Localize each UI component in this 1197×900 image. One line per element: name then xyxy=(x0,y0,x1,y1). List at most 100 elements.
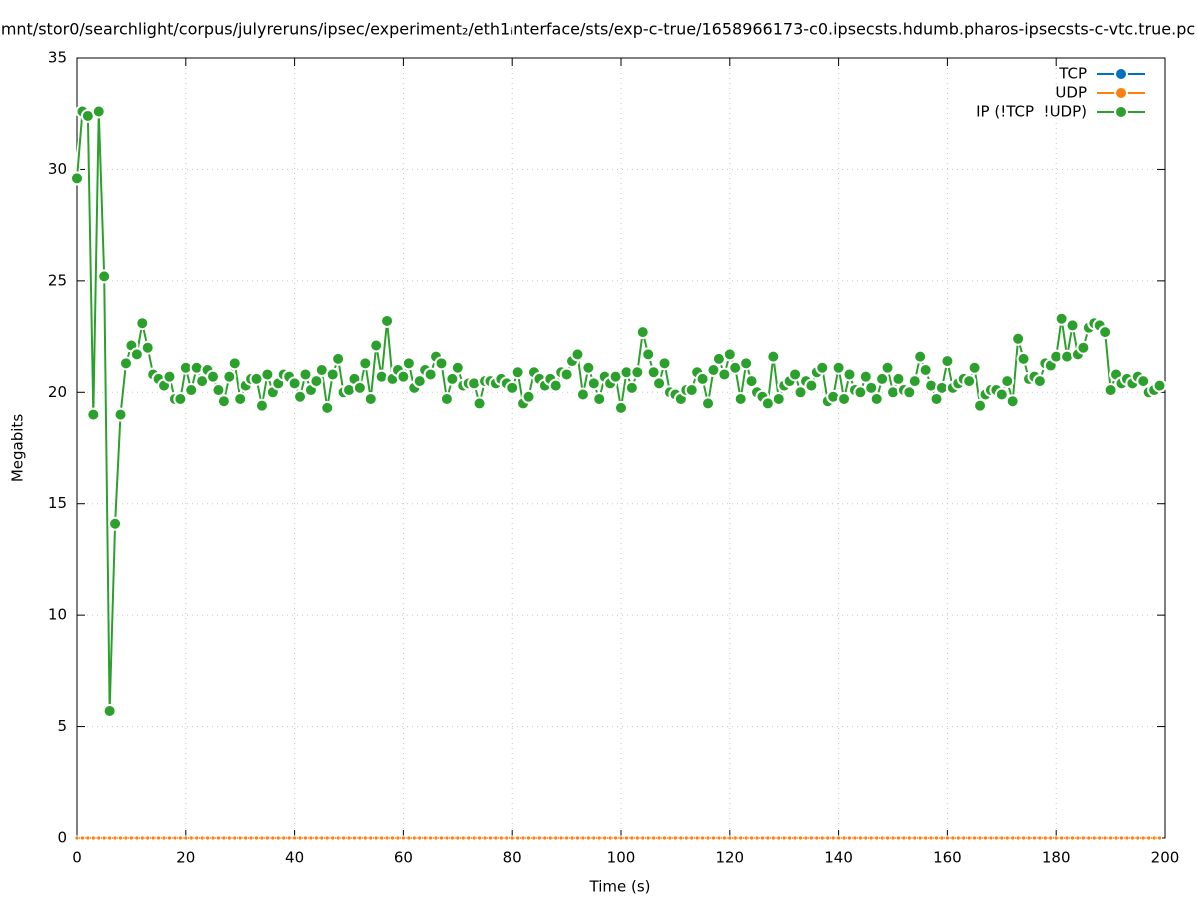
data-point xyxy=(1151,835,1157,841)
data-point xyxy=(1070,835,1075,841)
data-point xyxy=(237,835,243,841)
data-point xyxy=(1032,374,1047,389)
data-point xyxy=(1054,311,1069,326)
data-point xyxy=(1113,835,1119,841)
data-point xyxy=(260,367,275,382)
data-point xyxy=(955,835,961,841)
data-point xyxy=(836,835,841,841)
data-point xyxy=(592,391,607,406)
x-tick-label: 20 xyxy=(176,849,195,867)
data-point xyxy=(906,835,912,841)
data-point xyxy=(509,835,515,841)
data-point xyxy=(368,835,374,841)
data-point xyxy=(145,835,151,841)
y-tick-label: 35 xyxy=(48,49,67,67)
data-point xyxy=(994,387,1009,402)
data-point xyxy=(575,387,590,402)
data-point xyxy=(754,835,760,841)
y-tick-label: 25 xyxy=(48,271,67,289)
data-point xyxy=(526,835,531,841)
data-point xyxy=(591,835,597,841)
y-tick-label: 0 xyxy=(57,829,67,847)
data-point xyxy=(298,367,313,382)
data-point xyxy=(857,835,863,841)
data-point xyxy=(765,835,771,841)
data-point xyxy=(232,835,238,841)
data-point xyxy=(934,835,939,841)
data-point xyxy=(531,835,537,841)
data-point xyxy=(1091,835,1097,841)
data-point xyxy=(439,835,444,841)
data-point xyxy=(694,835,700,841)
data-point xyxy=(684,383,699,398)
data-point xyxy=(123,835,129,841)
data-point xyxy=(869,391,884,406)
data-point xyxy=(776,835,782,841)
data-point xyxy=(439,391,454,406)
data-point xyxy=(412,374,427,389)
data-point xyxy=(411,835,417,841)
data-point xyxy=(477,835,482,841)
data-point xyxy=(352,380,367,395)
data-point xyxy=(640,835,646,841)
data-point xyxy=(831,360,846,375)
data-point xyxy=(1000,374,1015,389)
data-point xyxy=(1059,835,1065,841)
data-point xyxy=(1081,835,1086,841)
y-tick-label: 5 xyxy=(57,717,67,735)
data-point xyxy=(792,835,798,841)
data-point xyxy=(907,374,922,389)
data-point xyxy=(320,400,335,415)
data-point xyxy=(97,269,112,284)
data-point xyxy=(135,316,150,331)
data-point xyxy=(1021,835,1026,841)
data-point xyxy=(199,835,205,841)
data-point xyxy=(286,835,292,841)
data-point xyxy=(281,835,287,841)
data-point xyxy=(929,391,944,406)
data-point xyxy=(793,385,808,400)
data-point xyxy=(645,835,651,841)
y-tick-label: 15 xyxy=(48,494,67,512)
data-point xyxy=(700,835,705,841)
data-point xyxy=(542,835,548,841)
data-point xyxy=(641,347,656,362)
data-point xyxy=(586,376,601,391)
data-point xyxy=(950,835,956,841)
data-point xyxy=(1136,374,1151,389)
x-tick-label: 120 xyxy=(715,849,744,867)
data-point xyxy=(139,835,145,841)
data-point xyxy=(1016,351,1031,366)
data-point xyxy=(444,835,450,841)
data-point xyxy=(880,360,895,375)
data-point xyxy=(738,835,744,841)
data-point xyxy=(580,835,586,841)
data-point xyxy=(744,374,759,389)
data-point xyxy=(221,835,227,841)
data-point xyxy=(634,835,640,841)
data-point xyxy=(1026,835,1032,841)
data-point xyxy=(156,835,162,841)
x-tick-label: 140 xyxy=(824,849,853,867)
data-point xyxy=(113,407,128,422)
data-point xyxy=(210,835,216,841)
data-point xyxy=(1103,383,1118,398)
data-point xyxy=(172,835,178,841)
data-point xyxy=(662,835,667,841)
data-point xyxy=(183,835,189,841)
data-point xyxy=(993,835,999,841)
data-point xyxy=(1157,835,1162,841)
data-point xyxy=(1086,835,1092,841)
data-point xyxy=(319,835,325,841)
data-point xyxy=(400,835,406,841)
data-point xyxy=(90,835,96,841)
data-point xyxy=(129,347,144,362)
data-point xyxy=(689,835,695,841)
data-point xyxy=(1097,835,1103,841)
y-tick-label: 10 xyxy=(48,606,67,624)
data-point xyxy=(646,365,661,380)
data-point xyxy=(1152,378,1167,393)
data-point xyxy=(380,313,395,328)
data-point xyxy=(1108,835,1113,841)
data-point xyxy=(357,835,363,841)
